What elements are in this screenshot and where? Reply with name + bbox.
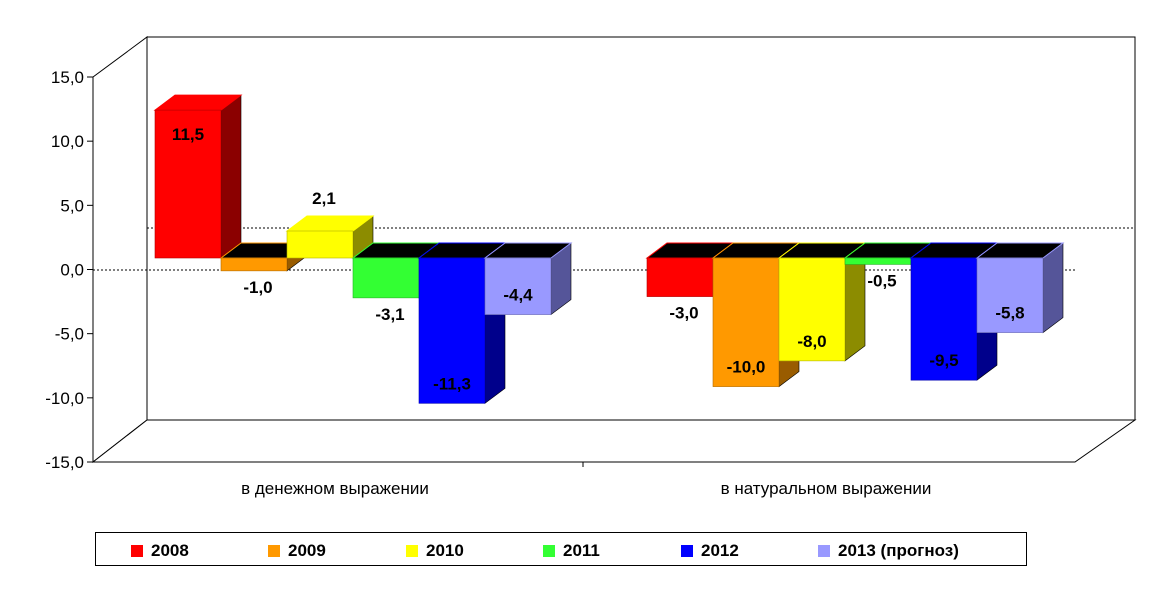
legend-swatch [818,545,830,557]
category-label: в натуральном выражении [721,479,932,498]
bar-2013-0 [483,242,573,316]
legend-item-2010: 2010 [406,541,464,561]
bars [153,94,1065,404]
bar-side [220,94,242,259]
legend-item-2012: 2012 [681,541,739,561]
bar-front [154,109,222,259]
data-label: -3,0 [669,304,698,323]
legend-label: 2013 (прогноз) [838,541,959,560]
bar-front [646,257,714,297]
y-tick-label: -5,0 [55,325,84,344]
legend-item-2009: 2009 [268,541,326,561]
y-axis: 15,0 10,0 5,0 0,0 -5,0 -10,0 -15,0 [45,68,94,472]
bar-front [712,257,780,387]
data-label: 11,5 [172,125,204,144]
data-labels: 11,5 -1,0 2,1 -3,1 -11,3 -4,4 -3,0 -10,0 -8,0 -0,… [172,125,1025,393]
y-tick-label: 5,0 [60,196,84,215]
bar-front [844,257,912,265]
y-tick-label: 10,0 [51,132,84,151]
legend-swatch [681,545,693,557]
legend-label: 2010 [426,541,464,560]
chart-frame [91,36,1137,467]
data-label: -5,8 [995,304,1024,323]
data-label: -9,5 [929,351,958,370]
bar-side [1042,242,1064,334]
bar-front [220,257,288,272]
legend-item-2013: 2013 (прогноз) [818,541,959,561]
legend-label: 2012 [701,541,739,560]
bar-front [286,230,354,259]
data-label: -1,0 [243,278,272,297]
data-label: -11,3 [433,374,471,393]
bar-front [418,257,486,404]
data-label: -0,5 [867,271,896,290]
bar-front [976,257,1044,333]
bar-2009-0 [219,242,309,272]
legend-swatch [268,545,280,557]
y-tick-label: 15,0 [51,68,84,87]
y-tick-label: -10,0 [45,389,84,408]
bar-front [352,257,420,299]
bar-2013-1 [975,242,1065,334]
data-label: 2,1 [312,189,336,208]
data-label: -4,4 [503,286,533,305]
legend-item-2008: 2008 [131,541,189,561]
floor [91,419,1137,463]
data-label: -10,0 [727,358,766,377]
y-tick-label: 0,0 [60,261,84,280]
y-tick-label: -15,0 [45,453,84,472]
legend-swatch [406,545,418,557]
bar-front [778,257,846,362]
legend-label: 2009 [288,541,326,560]
left-wall [92,36,148,464]
legend-label: 2008 [151,541,189,560]
legend-item-2011: 2011 [543,541,600,561]
legend-swatch [543,545,555,557]
bar-2008-0 [153,94,243,259]
bar-2010-1 [777,242,867,362]
data-label: -3,1 [375,305,404,324]
legend-label: 2011 [563,541,600,560]
category-label: в денежном выражении [241,479,429,498]
legend: 2008 2009 2010 2011 2012 2013 (прогноз) [95,532,1027,566]
legend-swatch [131,545,143,557]
data-label: -8,0 [797,332,826,351]
bar-2010-0 [285,215,375,259]
bar-front [910,257,978,381]
bar-front [484,257,552,315]
